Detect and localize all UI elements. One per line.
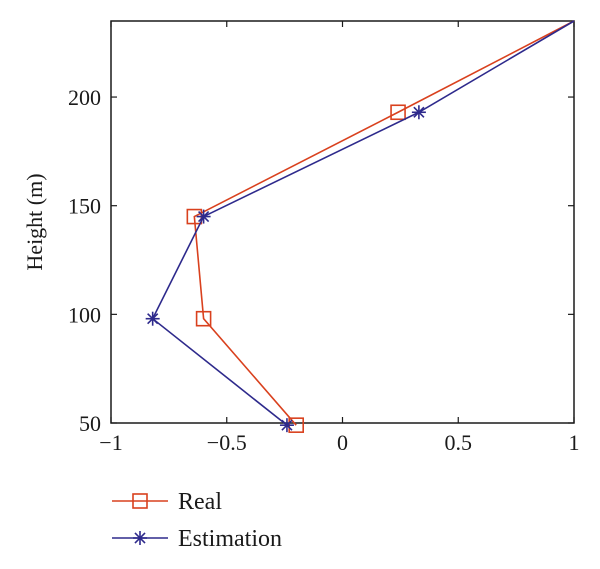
series-line-estimation <box>151 20 575 426</box>
legend-item-real: Real <box>112 489 222 515</box>
legend-marker-real <box>132 493 148 509</box>
legend-label-real: Real <box>178 489 222 515</box>
data-point-real <box>390 104 406 121</box>
legend-label-estimation: Estimation <box>178 526 282 552</box>
data-point-estimation <box>279 418 294 433</box>
series-layer <box>145 20 575 433</box>
data-point-estimation <box>145 311 160 326</box>
legend-item-estimation: Estimation <box>112 526 282 552</box>
series-line-real <box>193 20 575 426</box>
y-tick-label: 200 <box>68 85 101 110</box>
x-tick-label: 0 <box>337 430 348 455</box>
data-point-real <box>195 310 212 327</box>
legend: Real Estimation <box>112 489 282 552</box>
data-point-estimation <box>196 209 211 224</box>
x-tick-label: −1 <box>99 430 122 455</box>
y-tick-label: 50 <box>79 411 101 436</box>
data-point-estimation <box>411 105 426 120</box>
x-tick-label: −0.5 <box>207 430 247 455</box>
x-tick-label: 1 <box>569 430 580 455</box>
x-tick-label: 0.5 <box>445 430 473 455</box>
legend-marker-estimation <box>133 531 147 545</box>
x-axis: −1 −0.5 0 0.5 1 <box>99 21 580 455</box>
y-tick-label: 150 <box>68 194 101 219</box>
y-axis-label: Height (m) <box>22 173 47 270</box>
y-axis: 50 100 150 200 <box>68 85 574 436</box>
series-estimation <box>145 20 575 433</box>
plot-area-frame <box>110 20 575 424</box>
series-real <box>186 20 575 433</box>
y-tick-label: 100 <box>68 302 101 327</box>
